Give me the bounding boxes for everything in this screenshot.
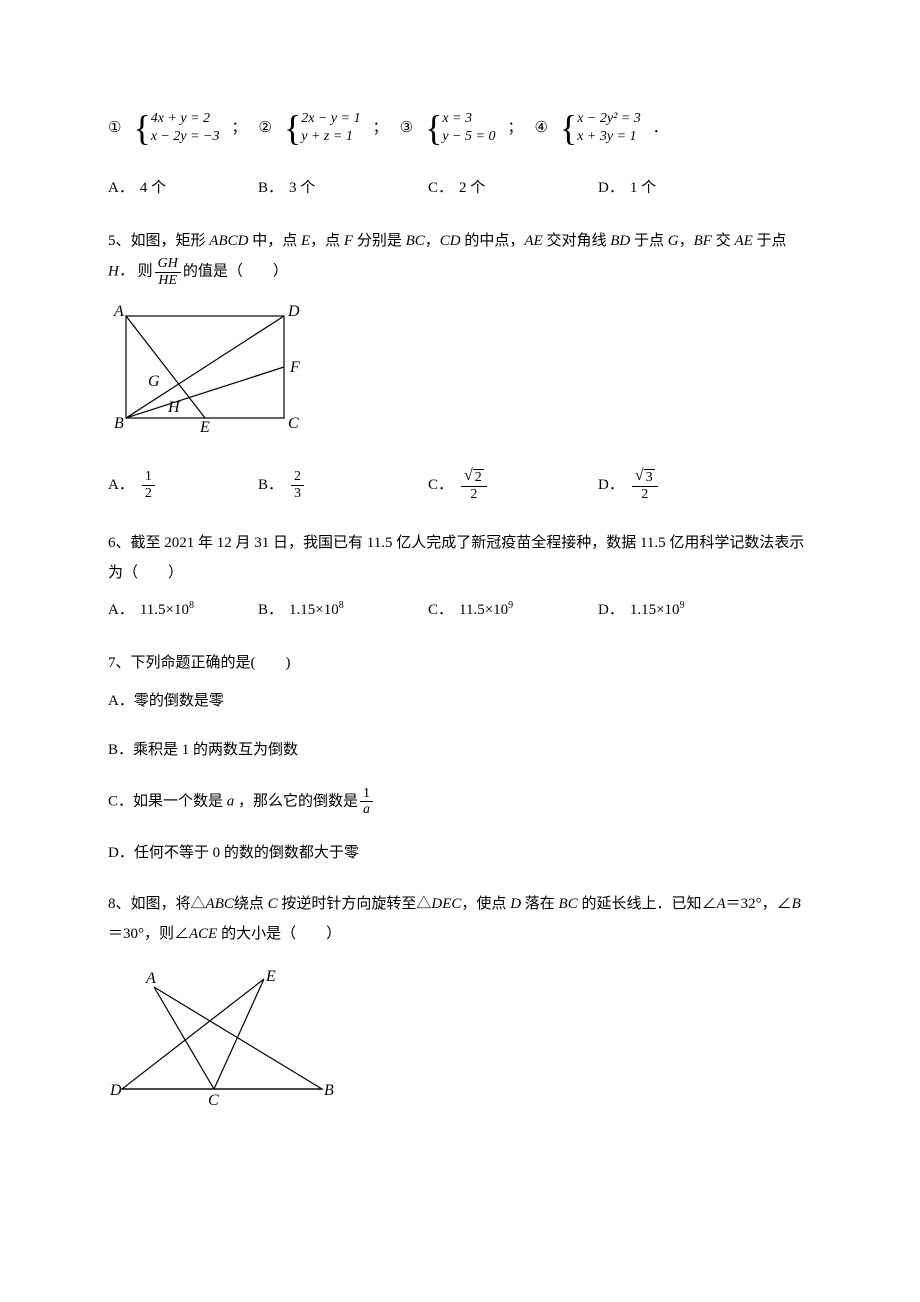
q4-opt-c: 2 个 <box>459 176 485 200</box>
q7-block: 7、下列命题正确的是( ) A．零的倒数是零 B．乘积是 1 的两数互为倒数 C… <box>108 648 812 867</box>
eq3-group: { x = 3 y − 5 = 0 <box>425 110 495 146</box>
svg-text:H: H <box>167 399 181 416</box>
q6-block: 6、截至 2021 年 12 月 31 日，我国已有 11.5 亿人完成了新冠疫… <box>108 528 812 622</box>
svg-text:E: E <box>199 419 210 436</box>
q5-opt-a: 12 <box>142 469 155 501</box>
rectangle-diagram-icon: A D B C E F G H <box>108 300 308 440</box>
q7-text: 7、下列命题正确的是( ) <box>108 648 812 678</box>
svg-text:C: C <box>288 415 299 432</box>
q5-options: A． 12 B． 23 C． √2 2 D． √3 2 <box>108 468 812 502</box>
eq1-label: ① <box>108 116 121 140</box>
q6-opt-b: 1.15×108 <box>289 598 344 622</box>
q5-opt-c: √2 2 <box>461 468 487 502</box>
eq3-line1: x = 3 <box>442 110 495 128</box>
q7-opt-d: D．任何不等于 0 的数的倒数都大于零 <box>108 840 812 867</box>
q7-opt-a: A．零的倒数是零 <box>108 688 812 715</box>
q7-opt-c: C．如果一个数是 a ，那么它的倒数是1a <box>108 786 812 818</box>
eq1-line1: 4x + y = 2 <box>151 110 220 128</box>
q4-opt-b: 3 个 <box>289 176 315 200</box>
q4-opt-d: 1 个 <box>630 176 656 200</box>
q4-options: A． 4 个 B． 3 个 C． 2 个 D． 1 个 <box>108 176 812 200</box>
q8-block: 8、如图，将△ABC绕点 C 按逆时针方向旋转至△DEC，使点 D 落在 BC … <box>108 889 812 1117</box>
q4-equations: ① { 4x + y = 2 x − 2y = −3 ； ② { 2x − y … <box>108 110 812 146</box>
q8-figure: A E D B C <box>108 969 812 1117</box>
svg-text:D: D <box>287 303 300 320</box>
q5-opt-b: 23 <box>291 469 304 501</box>
svg-text:A: A <box>113 303 124 320</box>
q6-options: A． 11.5×108 B． 1.15×108 C． 11.5×109 D． 1… <box>108 598 812 622</box>
svg-text:E: E <box>265 969 276 985</box>
q5-opt-d: √3 2 <box>632 468 658 502</box>
svg-text:G: G <box>148 373 160 390</box>
q4-opt-a: 4 个 <box>140 176 166 200</box>
eq4-line2: x + 3y = 1 <box>577 128 641 146</box>
svg-text:C: C <box>208 1092 219 1109</box>
q5-text: 5、如图，矩形 ABCD 中，点 E，点 F 分别是 BC，CD 的中点，AE … <box>108 226 812 288</box>
eq3-label: ③ <box>400 116 413 140</box>
svg-text:F: F <box>289 359 300 376</box>
q5-figure: A D B C E F G H <box>108 300 812 448</box>
q5-block: 5、如图，矩形 ABCD 中，点 E，点 F 分别是 BC，CD 的中点，AE … <box>108 226 812 502</box>
eq4-line1: x − 2y² = 3 <box>577 110 641 128</box>
triangle-diagram-icon: A E D B C <box>108 969 338 1109</box>
svg-text:B: B <box>114 415 124 432</box>
q8-text: 8、如图，将△ABC绕点 C 按逆时针方向旋转至△DEC，使点 D 落在 BC … <box>108 889 812 949</box>
eq2-group: { 2x − y = 1 y + z = 1 <box>284 110 361 146</box>
eq2-line1: 2x − y = 1 <box>301 110 360 128</box>
eq4-group: { x − 2y² = 3 x + 3y = 1 <box>560 110 641 146</box>
svg-text:B: B <box>324 1082 334 1099</box>
eq2-line2: y + z = 1 <box>301 128 360 146</box>
eq1-group: { 4x + y = 2 x − 2y = −3 <box>133 110 219 146</box>
svg-text:A: A <box>145 970 156 987</box>
q6-opt-c: 11.5×109 <box>459 598 513 622</box>
q6-opt-a: 11.5×108 <box>140 598 194 622</box>
eq4-label: ④ <box>534 116 547 140</box>
eq1-line2: x − 2y = −3 <box>151 128 220 146</box>
q6-opt-d: 1.15×109 <box>630 598 685 622</box>
q7-opt-b: B．乘积是 1 的两数互为倒数 <box>108 737 812 764</box>
svg-text:D: D <box>109 1082 122 1099</box>
eq2-label: ② <box>259 116 272 140</box>
q6-text: 6、截至 2021 年 12 月 31 日，我国已有 11.5 亿人完成了新冠疫… <box>108 528 812 588</box>
eq3-line2: y − 5 = 0 <box>442 128 495 146</box>
